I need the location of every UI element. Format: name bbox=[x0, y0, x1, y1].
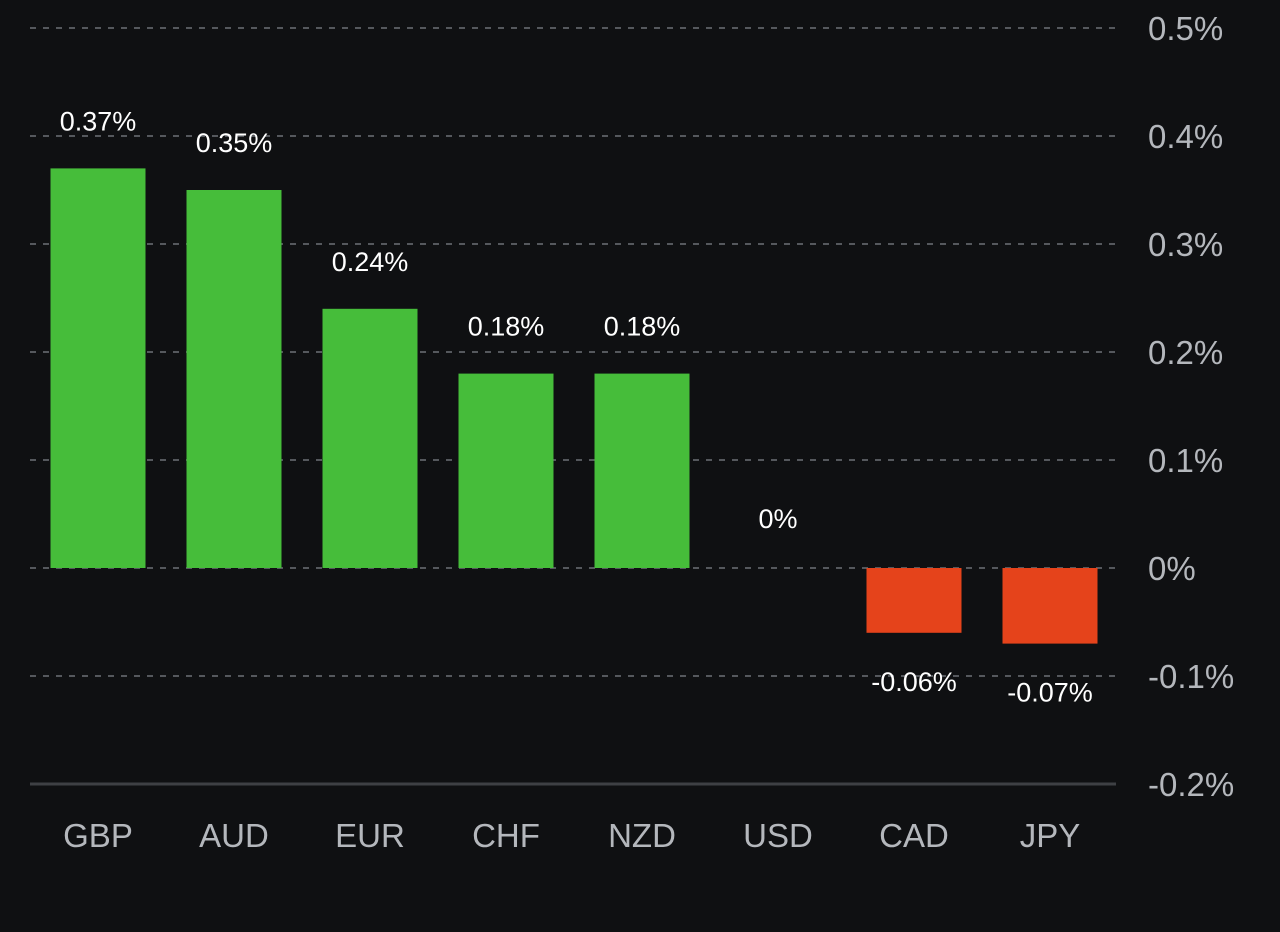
data-label-eur: 0.24% bbox=[332, 247, 409, 277]
bar-eur[interactable] bbox=[322, 308, 418, 568]
data-label-aud: 0.35% bbox=[196, 128, 273, 158]
x-tick-label-jpy: JPY bbox=[1020, 817, 1081, 854]
x-tick-label-aud: AUD bbox=[199, 817, 269, 854]
y-tick-label: 0.3% bbox=[1148, 226, 1223, 263]
bar-chf[interactable] bbox=[458, 373, 554, 568]
data-label-gbp: 0.37% bbox=[60, 106, 137, 136]
bar-cad[interactable] bbox=[866, 568, 962, 633]
data-label-jpy: -0.07% bbox=[1007, 678, 1093, 708]
x-tick-label-cad: CAD bbox=[879, 817, 949, 854]
x-tick-label-usd: USD bbox=[743, 817, 813, 854]
data-label-cad: -0.06% bbox=[871, 667, 957, 697]
x-tick-label-chf: CHF bbox=[472, 817, 540, 854]
bar-gbp[interactable] bbox=[50, 168, 146, 568]
x-tick-label-nzd: NZD bbox=[608, 817, 676, 854]
data-label-usd: 0% bbox=[758, 504, 797, 534]
y-axis: 0.5% 0.4% 0.3% 0.2% 0.1% 0% -0.1% -0.2% bbox=[1148, 10, 1234, 803]
bars bbox=[50, 168, 1098, 644]
gridlines bbox=[30, 27, 1116, 786]
bar-aud[interactable] bbox=[186, 190, 282, 568]
x-tick-label-gbp: GBP bbox=[63, 817, 133, 854]
y-tick-label: -0.2% bbox=[1148, 766, 1234, 803]
y-tick-label: 0.4% bbox=[1148, 118, 1223, 155]
y-tick-label: 0% bbox=[1148, 550, 1196, 587]
y-tick-label: 0.5% bbox=[1148, 10, 1223, 47]
x-tick-label-eur: EUR bbox=[335, 817, 405, 854]
x-axis: GBP AUD EUR CHF NZD USD CAD JPY bbox=[63, 817, 1080, 854]
y-tick-label: -0.1% bbox=[1148, 658, 1234, 695]
data-label-nzd: 0.18% bbox=[604, 312, 681, 342]
bar-jpy[interactable] bbox=[1002, 568, 1098, 644]
bar-nzd[interactable] bbox=[594, 373, 690, 568]
data-labels: 0.37% 0.35% 0.24% 0.18% 0.18% 0% -0.06% -0.07% bbox=[60, 106, 1093, 707]
data-label-chf: 0.18% bbox=[468, 312, 545, 342]
y-tick-label: 0.2% bbox=[1148, 334, 1223, 371]
y-tick-label: 0.1% bbox=[1148, 442, 1223, 479]
